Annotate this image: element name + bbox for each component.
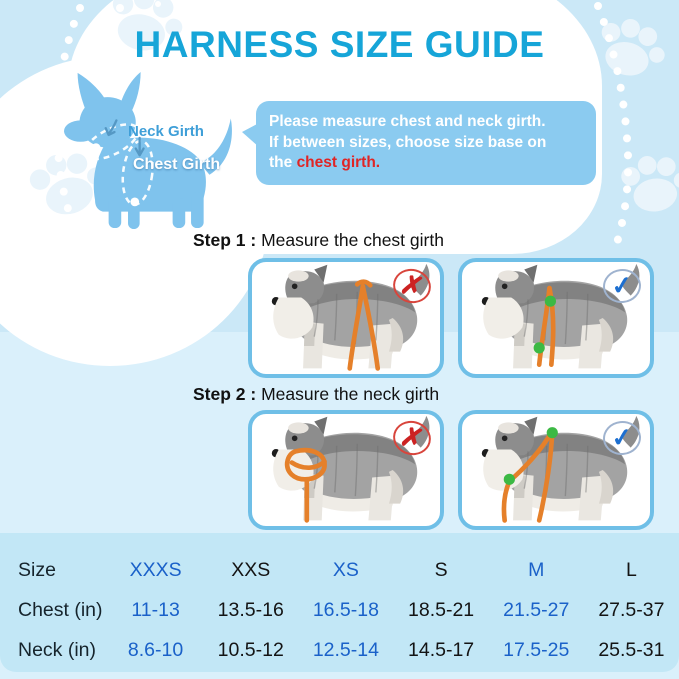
- note-line-3: the chest girth.: [269, 154, 381, 172]
- size-header: S: [434, 558, 448, 581]
- row-label-chest: Chest (in): [18, 598, 103, 621]
- neck-value: 17.5-25: [503, 638, 570, 661]
- table-background-band: [0, 533, 679, 672]
- chest-value: 13.5-16: [217, 598, 284, 621]
- neck-value: 25.5-31: [598, 638, 665, 661]
- step1-label: Step 1 : Measure the chest girth: [193, 230, 444, 250]
- neck-value: 10.5-12: [217, 638, 284, 661]
- step2-correct-photo: ✓: [458, 410, 654, 530]
- size-column-s: S 18.5-21 14.5-17: [393, 550, 488, 670]
- size-column-xxxs: XXXS 11-13 8.6-10: [108, 550, 203, 670]
- step2-label: Step 2 : Measure the neck girth: [193, 384, 440, 404]
- size-column-l: L 27.5-37 25.5-31: [584, 550, 679, 670]
- chest-value: 11-13: [131, 598, 180, 621]
- size-header: XXXS: [129, 558, 182, 581]
- bubble-tail: [242, 123, 259, 147]
- size-column-xs: XS 16.5-18 12.5-14: [298, 550, 393, 670]
- step1-correct-photo: ✓: [458, 258, 654, 378]
- neck-value: 8.6-10: [127, 638, 184, 661]
- dog-silhouette-diagram: [64, 71, 232, 230]
- neck-value: 14.5-17: [408, 638, 475, 661]
- chest-value: 16.5-18: [312, 598, 379, 621]
- table-corner-label: Size: [18, 558, 56, 581]
- plush-dog-wrong-neck-strap: [271, 415, 431, 523]
- size-header: XXS: [231, 558, 271, 581]
- chest-value: 21.5-27: [503, 598, 570, 621]
- size-column-m: M 21.5-27 17.5-25: [489, 550, 584, 670]
- measurement-note-bubble: Please measure chest and neck girth. If …: [242, 101, 596, 185]
- plush-dog-correct-chest-strap: [481, 263, 641, 370]
- neck-value: 12.5-14: [312, 638, 379, 661]
- step2-wrong-photo: ✗: [248, 410, 444, 530]
- page-title: HARNESS SIZE GUIDE: [134, 24, 545, 65]
- neck-girth-label: Neck Girth: [128, 123, 204, 140]
- chest-girth-highlight: chest girth: [296, 154, 376, 172]
- note-line-1: Please measure chest and neck girth.: [269, 113, 546, 130]
- chest-value: 18.5-21: [408, 598, 475, 621]
- plush-dog-correct-neck-strap: [481, 415, 641, 523]
- size-column-xxs: XXS 13.5-16 10.5-12: [203, 550, 298, 670]
- plush-dog-wrong-chest-strap: [271, 263, 431, 371]
- size-table-label-column: Size Chest (in) Neck (in): [0, 550, 108, 670]
- step1-wrong-photo: ✗: [248, 258, 444, 378]
- note-line-2: If between sizes, choose size base on: [269, 133, 547, 151]
- chest-girth-label: Chest Girth: [133, 156, 221, 173]
- size-header: XS: [332, 558, 359, 581]
- size-table: Size Chest (in) Neck (in) XXXS 11-13 8.6…: [0, 550, 679, 670]
- size-header: M: [528, 558, 545, 581]
- row-label-neck: Neck (in): [18, 638, 97, 661]
- size-header: L: [625, 558, 637, 581]
- chest-value: 27.5-37: [598, 598, 665, 621]
